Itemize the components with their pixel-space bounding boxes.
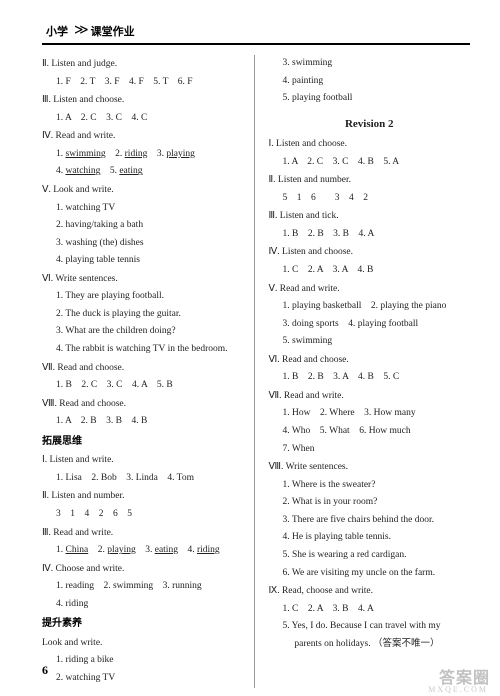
answer-line: 4. He is playing table tennis. xyxy=(269,529,471,547)
section-title: Ⅲ. Read and write. xyxy=(42,525,244,543)
answer-line: 3. swimming xyxy=(269,55,471,73)
header-left: 小学 xyxy=(42,23,72,39)
answer-line: 1. A 2. B 3. B 4. B xyxy=(42,413,244,431)
section-title: Ⅳ. Listen and choose. xyxy=(269,244,471,262)
answer-line: 1. C 2. A 3. A 4. B xyxy=(269,262,471,280)
section-title: Ⅵ. Read and choose. xyxy=(269,352,471,370)
section-title: Ⅴ. Read and write. xyxy=(269,281,471,299)
answer-line: 4. playing table tennis xyxy=(42,252,244,270)
section-title: Ⅲ. Listen and choose. xyxy=(42,92,244,110)
revision-title: Revision 2 xyxy=(269,114,471,134)
answer-line: 1. They are playing football. xyxy=(42,288,244,306)
answer-line: 5. swimming xyxy=(269,333,471,351)
section-title: Ⅸ. Read, choose and write. xyxy=(269,583,471,601)
subsection-heading: 拓展思维 xyxy=(42,433,244,452)
answer-line: 5 1 6 3 4 2 xyxy=(269,190,471,208)
content-columns: Ⅱ. Listen and judge. 1. F 2. T 3. F 4. F… xyxy=(42,55,470,688)
answer-line: 7. When xyxy=(269,441,471,459)
answer-line: 1. Where is the sweater? xyxy=(269,477,471,495)
answer-line: 1. riding a bike xyxy=(42,652,244,670)
section-title: Ⅷ. Read and choose. xyxy=(42,396,244,414)
answer-line: 4. watching 5. eating xyxy=(42,163,244,181)
answer-line: 5. Yes, I do. Because I can travel with … xyxy=(269,618,471,636)
answer-line: 2. What is in your room? xyxy=(269,494,471,512)
answer-line: 6. We are visiting my uncle on the farm. xyxy=(269,565,471,583)
answer-line: 1. reading 2. swimming 3. running xyxy=(42,578,244,596)
section-title: Ⅳ. Choose and write. xyxy=(42,561,244,579)
section-title: Ⅰ. Listen and choose. xyxy=(269,136,471,154)
answer-line: 1. B 2. B 3. B 4. A xyxy=(269,226,471,244)
left-column: Ⅱ. Listen and judge. 1. F 2. T 3. F 4. F… xyxy=(42,55,255,688)
section-title: Ⅲ. Listen and tick. xyxy=(269,208,471,226)
answer-line: 3 1 4 2 6 5 xyxy=(42,506,244,524)
subsection-heading: 提升素养 xyxy=(42,615,244,634)
answer-line: 1. B 2. B 3. A 4. B 5. C xyxy=(269,369,471,387)
answer-line: 4. Who 5. What 6. How much xyxy=(269,423,471,441)
section-title: Ⅷ. Write sentences. xyxy=(269,459,471,477)
answer-line: 4. painting xyxy=(269,73,471,91)
answer-line: 2. having/taking a bath xyxy=(42,217,244,235)
answer-line: 1. playing basketball 2. playing the pia… xyxy=(269,298,471,316)
section-title: Ⅱ. Listen and judge. xyxy=(42,56,244,74)
page-header: 小学 ≫ 课堂作业 xyxy=(42,22,470,45)
answer-line: 1. Lisa 2. Bob 3. Linda 4. Tom xyxy=(42,470,244,488)
answer-line: 5. playing football xyxy=(269,90,471,108)
section-title: Look and write. xyxy=(42,635,244,653)
answer-line: 3. What are the children doing? xyxy=(42,323,244,341)
answer-line: 2. watching TV xyxy=(42,670,244,688)
answer-line: 1. How 2. Where 3. How many xyxy=(269,405,471,423)
watermark-url: MXQE.COM xyxy=(428,685,488,694)
section-title: Ⅰ. Listen and write. xyxy=(42,452,244,470)
section-title: Ⅳ. Read and write. xyxy=(42,128,244,146)
answer-line: 5. She is wearing a red cardigan. xyxy=(269,547,471,565)
page-number: 6 xyxy=(42,663,48,678)
answer-line: 3. washing (the) dishes xyxy=(42,235,244,253)
answer-line: 1. A 2. C 3. C 4. B 5. A xyxy=(269,154,471,172)
section-title: Ⅶ. Read and write. xyxy=(269,388,471,406)
right-column: 3. swimming 4. painting 5. playing footb… xyxy=(255,55,471,688)
section-title: Ⅴ. Look and write. xyxy=(42,182,244,200)
answer-line: 3. doing sports 4. playing football xyxy=(269,316,471,334)
answer-line: parents on holidays. （答案不唯一） xyxy=(269,636,471,654)
section-title: Ⅶ. Read and choose. xyxy=(42,360,244,378)
answer-line: 1. F 2. T 3. F 4. F 5. T 6. F xyxy=(42,74,244,92)
page: 小学 ≫ 课堂作业 Ⅱ. Listen and judge. 1. F 2. T… xyxy=(0,0,500,696)
header-arrow-icon: ≫ xyxy=(74,22,89,39)
answer-line: 4. riding xyxy=(42,596,244,614)
answer-line: 1. A 2. C 3. C 4. C xyxy=(42,110,244,128)
answer-line: 1. C 2. A 3. B 4. A xyxy=(269,601,471,619)
answer-line: 4. The rabbit is watching TV in the bedr… xyxy=(42,341,244,359)
section-title: Ⅱ. Listen and number. xyxy=(269,172,471,190)
answer-line: 1. watching TV xyxy=(42,200,244,218)
answer-line: 1. China 2. playing 3. eating 4. riding xyxy=(42,542,244,560)
section-title: Ⅵ. Write sentences. xyxy=(42,271,244,289)
section-title: Ⅱ. Listen and number. xyxy=(42,488,244,506)
answer-line: 3. There are five chairs behind the door… xyxy=(269,512,471,530)
header-right: 课堂作业 xyxy=(91,23,135,39)
answer-line: 2. The duck is playing the guitar. xyxy=(42,306,244,324)
answer-line: 1. B 2. C 3. C 4. A 5. B xyxy=(42,377,244,395)
answer-line: 1. swimming 2. riding 3. playing xyxy=(42,146,244,164)
